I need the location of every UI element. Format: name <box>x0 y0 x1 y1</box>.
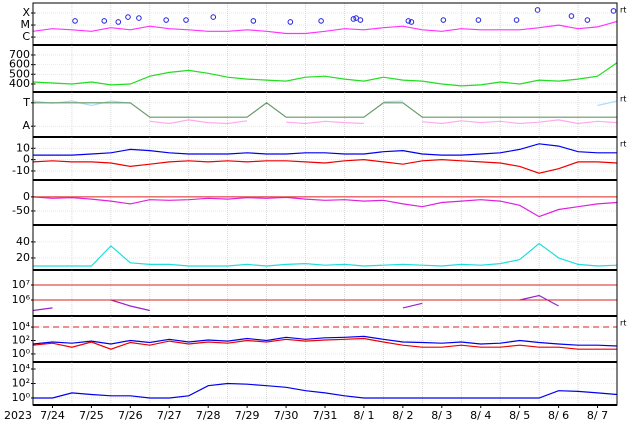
y-tick-label: -50 <box>12 204 30 217</box>
flare-marker <box>475 17 482 23</box>
note: rt <box>620 140 626 149</box>
flare-marker <box>163 17 169 23</box>
flare-marker <box>534 7 541 13</box>
y-tick-label: 10⁰ <box>12 391 31 404</box>
flare-marker <box>513 17 520 23</box>
flare-marker <box>183 17 189 23</box>
flare-marker <box>101 18 108 24</box>
flare-marker <box>405 18 412 24</box>
y-tick-label: X <box>22 6 30 19</box>
series-line <box>33 382 618 399</box>
series-line <box>149 119 618 125</box>
flare-marker <box>350 16 357 22</box>
flare-marker <box>250 18 257 24</box>
series-line <box>33 143 617 156</box>
flare-marker <box>136 15 142 21</box>
note: rt <box>620 319 626 328</box>
series-line <box>33 102 617 118</box>
x-tick-label: 7/24 <box>40 409 65 422</box>
x-tick-label: 7/31 <box>313 409 338 422</box>
x-tick-label: 8/ 1 <box>353 409 374 422</box>
y-tick-label: M <box>21 18 31 31</box>
y-tick-label: 10 <box>16 141 30 154</box>
x-tick-label: 7/29 <box>235 409 260 422</box>
flare-marker <box>318 18 324 24</box>
x-tick-label: 8/ 5 <box>509 409 530 422</box>
y-tick-label: 600 <box>9 58 30 71</box>
y-tick-label: -10 <box>12 164 30 177</box>
y-tick-label: 700 <box>9 48 30 61</box>
y-tick-label: 40 <box>16 235 30 248</box>
x-tick-label: 8/ 4 <box>470 409 491 422</box>
series-line <box>33 242 618 267</box>
y-tick-label: 10⁰ <box>12 347 31 360</box>
y-tick-label: C <box>22 30 30 43</box>
y-tick-label: 10⁴ <box>12 320 31 333</box>
flare-marker <box>408 19 415 25</box>
flare-marker <box>357 17 364 23</box>
flare-marker <box>568 13 575 19</box>
series-line <box>32 335 618 347</box>
y-tick-label: 400 <box>9 77 30 90</box>
x-tick-label: 8/ 2 <box>392 409 413 422</box>
y-tick-label: 0 <box>23 153 30 166</box>
year-label: 2023 <box>4 409 32 422</box>
series-line <box>32 158 618 174</box>
y-tick-label: 10⁷ <box>12 278 30 291</box>
flare-marker <box>353 15 359 21</box>
x-tick-label: 8/ 6 <box>548 409 569 422</box>
y-tick-label: 10⁶ <box>12 293 31 306</box>
y-tick-label: 10² <box>12 333 30 346</box>
y-tick-label: 500 <box>9 67 30 80</box>
x-tick-label: 7/26 <box>118 409 143 422</box>
x-tick-label: 7/27 <box>157 409 182 422</box>
y-tick-label: 0 <box>23 190 30 203</box>
flare-marker <box>210 14 217 20</box>
x-tick-label: 8/ 3 <box>431 409 452 422</box>
flare-marker <box>115 19 122 25</box>
flare-marker <box>610 8 617 14</box>
flare-marker <box>287 19 294 25</box>
y-tick-label: 20 <box>16 251 30 264</box>
note: rt <box>620 6 626 15</box>
series-line <box>32 62 618 87</box>
note: rt <box>620 95 626 104</box>
x-tick-label: 7/28 <box>196 409 221 422</box>
x-tick-label: 8/ 7 <box>587 409 608 422</box>
flare-marker <box>440 17 447 23</box>
x-tick-label: 7/25 <box>79 409 104 422</box>
y-tick-label: A <box>22 119 30 132</box>
y-tick-label: 10⁴ <box>12 362 31 375</box>
y-tick-label: 10² <box>12 376 30 389</box>
series-line <box>32 196 618 218</box>
series-line <box>32 337 617 350</box>
y-tick-label: T <box>22 96 30 109</box>
flare-marker <box>125 14 131 20</box>
series-line <box>32 20 618 35</box>
flare-marker <box>584 17 591 23</box>
x-tick-label: 7/30 <box>274 409 299 422</box>
flare-marker <box>72 18 78 24</box>
